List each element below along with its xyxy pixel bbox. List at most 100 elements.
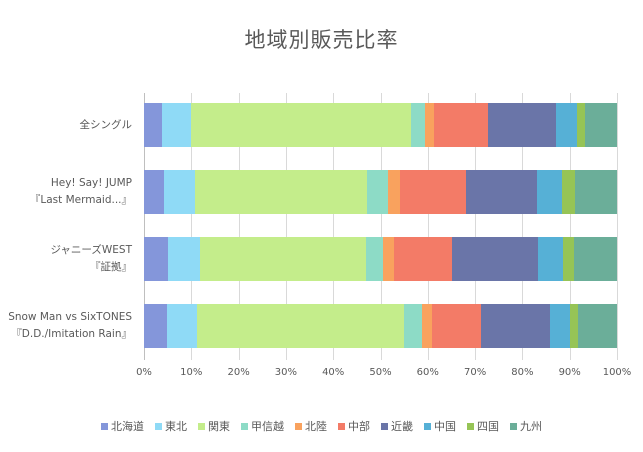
gridline xyxy=(191,93,192,360)
category-label-line1: ジャニーズWEST xyxy=(50,244,132,256)
bar-segment xyxy=(578,304,617,348)
gridline xyxy=(333,93,334,360)
legend-label: 四国 xyxy=(477,420,499,433)
legend-swatch-icon xyxy=(338,422,345,430)
bar-segment xyxy=(573,237,617,281)
legend-item: 中部 xyxy=(338,418,370,434)
bar-segment xyxy=(399,170,467,214)
category-label-line2: 『証拠』 xyxy=(90,261,132,273)
bar-segment xyxy=(424,103,434,147)
bar-segment xyxy=(549,304,571,348)
bar-segment xyxy=(382,237,395,281)
legend-swatch-icon xyxy=(241,422,248,430)
gridline xyxy=(239,93,240,360)
legend-label: 九州 xyxy=(520,420,542,433)
bar-segment xyxy=(161,103,192,147)
bar-segment xyxy=(537,237,564,281)
legend-item: 北海道 xyxy=(101,418,144,434)
x-tick-label: 0% xyxy=(136,367,152,378)
legend-label: 北海道 xyxy=(111,420,144,433)
gridline xyxy=(428,93,429,360)
category-label-line2: 『Last Mermaid...』 xyxy=(29,194,132,206)
gridline xyxy=(522,93,523,360)
category-label: Hey! Say! JUMP 『Last Mermaid...』 xyxy=(0,175,132,209)
category-label: ジャニーズWEST 『証拠』 xyxy=(0,242,132,276)
bar-segment xyxy=(404,304,423,348)
bar-segment xyxy=(570,304,579,348)
legend-swatch-icon xyxy=(101,422,108,430)
legend-label: 中部 xyxy=(348,420,370,433)
legend-item: 東北 xyxy=(155,418,187,434)
bar-segment xyxy=(167,237,200,281)
bar-segment xyxy=(144,103,162,147)
bar-segment xyxy=(195,170,367,214)
category-label: Snow Man vs SixTONES 『D.D./Imitation Rain… xyxy=(0,309,132,343)
gridline xyxy=(475,93,476,360)
legend-swatch-icon xyxy=(510,422,517,430)
legend-swatch-icon xyxy=(467,422,474,430)
bar-segment xyxy=(451,237,538,281)
bar-segment xyxy=(480,304,550,348)
legend-label: 東北 xyxy=(165,420,187,433)
legend-item: 関東 xyxy=(198,418,230,434)
bar-segment xyxy=(432,304,481,348)
legend-label: 中国 xyxy=(434,420,456,433)
bar-segment xyxy=(366,170,389,214)
bar-segment xyxy=(388,170,400,214)
bar-segment xyxy=(144,237,168,281)
category-label-line2: 『D.D./Imitation Rain』 xyxy=(11,328,132,340)
x-tick-label: 70% xyxy=(463,367,487,378)
bar-segment xyxy=(537,170,563,214)
legend-label: 近畿 xyxy=(391,420,413,433)
stacked-bar xyxy=(144,103,617,147)
legend-swatch-icon xyxy=(295,422,302,430)
x-tick-label: 80% xyxy=(511,367,534,378)
legend-item: 九州 xyxy=(510,418,542,434)
bar-segment xyxy=(487,103,556,147)
bar-segment xyxy=(466,170,537,214)
bar-segment xyxy=(365,237,383,281)
bar-segment xyxy=(144,304,167,348)
bar-segment xyxy=(576,103,585,147)
bar-segment xyxy=(433,103,488,147)
chart-title: 地域別販売比率 xyxy=(244,28,399,52)
gridline xyxy=(570,93,571,360)
gridline xyxy=(286,93,287,360)
x-tick-label: 50% xyxy=(369,367,392,378)
bar-segment xyxy=(191,103,411,147)
gridline xyxy=(381,93,382,360)
x-tick-label: 100% xyxy=(602,367,632,378)
bar-segment xyxy=(422,304,433,348)
category-label-line1: 全シングル xyxy=(79,118,133,131)
bar-segment xyxy=(574,170,617,214)
legend-item: 四国 xyxy=(467,418,499,434)
y-axis-line xyxy=(144,93,145,360)
legend-label: 北陸 xyxy=(305,420,327,433)
stacked-bar xyxy=(144,237,617,281)
legend-item: 北陸 xyxy=(295,418,327,434)
legend-label: 関東 xyxy=(208,420,230,433)
bar-segment xyxy=(196,304,405,348)
legend-swatch-icon xyxy=(381,422,388,430)
legend-item: 近畿 xyxy=(381,418,413,434)
bar-segment xyxy=(166,304,197,348)
bar-segment xyxy=(199,237,366,281)
bar-segment xyxy=(562,170,575,214)
gridline xyxy=(617,93,618,360)
legend-item: 甲信越 xyxy=(241,418,284,434)
bar-segment xyxy=(555,103,577,147)
x-tick-label: 20% xyxy=(227,367,250,378)
x-tick-label: 30% xyxy=(274,367,297,378)
stacked-bar xyxy=(144,304,617,348)
x-tick-label: 40% xyxy=(322,367,345,378)
bar-segment xyxy=(410,103,425,147)
legend-label: 甲信越 xyxy=(251,420,284,433)
x-tick-label: 60% xyxy=(416,367,439,378)
plot-area xyxy=(144,93,618,360)
legend-swatch-icon xyxy=(155,422,162,430)
x-tick-label: 90% xyxy=(558,367,581,378)
bar-segment xyxy=(584,103,617,147)
category-label: 全シングル xyxy=(0,117,133,134)
category-label-line1: Hey! Say! JUMP xyxy=(50,177,132,189)
x-tick-label: 10% xyxy=(180,367,203,378)
